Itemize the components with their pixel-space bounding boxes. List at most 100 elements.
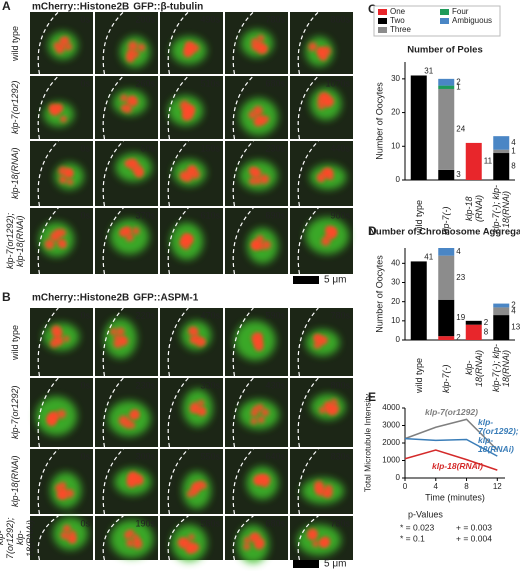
legend-swatch bbox=[440, 18, 449, 24]
cortex-outline bbox=[102, 377, 124, 448]
chromosome bbox=[59, 482, 67, 489]
timestamp: 560s bbox=[200, 518, 220, 528]
y-tick-label: 1000 bbox=[382, 456, 400, 465]
bar-segment bbox=[493, 153, 510, 180]
bar-segment bbox=[438, 255, 455, 300]
chromosome bbox=[184, 44, 194, 55]
bar-segment bbox=[410, 261, 427, 340]
data-label: 2 bbox=[456, 77, 461, 86]
chromosome bbox=[322, 97, 332, 108]
x-tick-label: klp-7(-); klp-18(RNAi) bbox=[491, 185, 512, 234]
legend-swatch bbox=[378, 18, 387, 24]
y-tick-label: 20 bbox=[391, 297, 400, 306]
title-red: mCherry::Histone2B bbox=[32, 2, 129, 13]
timestamp: 640s bbox=[265, 451, 285, 461]
legend-swatch bbox=[378, 9, 387, 15]
timestamp: 0s bbox=[80, 143, 90, 153]
chromosome bbox=[57, 238, 66, 248]
chromosome bbox=[132, 227, 140, 235]
cortex-outline bbox=[297, 207, 319, 275]
data-label: 4 bbox=[511, 306, 516, 315]
data-label: 13 bbox=[511, 323, 520, 332]
bar-segment bbox=[438, 248, 455, 256]
bar-segment bbox=[493, 315, 510, 340]
cortex-outline bbox=[167, 207, 189, 275]
y-tick-label: 30 bbox=[391, 278, 400, 287]
timestamp: 300s bbox=[135, 451, 155, 461]
data-label: 41 bbox=[424, 253, 433, 262]
cortex-outline bbox=[37, 140, 59, 207]
chromosome bbox=[329, 403, 340, 414]
chromosome bbox=[129, 422, 136, 429]
y-tick-label: 40 bbox=[391, 258, 400, 267]
timestamp: 220s bbox=[135, 310, 155, 320]
timestamp: 230s bbox=[265, 143, 285, 153]
legend-swatch bbox=[440, 9, 449, 15]
data-label: 2 bbox=[484, 318, 489, 327]
chromosome bbox=[243, 536, 251, 544]
timestamp: 780s bbox=[265, 14, 285, 24]
title-green: GFP::β-tubulin bbox=[133, 2, 203, 13]
timestamp: 0s bbox=[80, 78, 90, 88]
chromosome bbox=[128, 95, 136, 104]
chromosome bbox=[47, 415, 57, 425]
line-series bbox=[404, 449, 498, 471]
micrograph bbox=[290, 207, 353, 275]
chromosome bbox=[251, 240, 260, 250]
chromosome bbox=[254, 338, 261, 345]
chromosome bbox=[125, 233, 134, 242]
micrograph bbox=[30, 75, 93, 140]
chromosome bbox=[65, 489, 75, 498]
chromosome bbox=[255, 235, 264, 244]
cortex-outline bbox=[167, 448, 189, 515]
timestamp: 1070s bbox=[325, 78, 350, 88]
micrograph bbox=[290, 515, 353, 561]
series-label: klp-7(or1292) bbox=[425, 407, 478, 417]
timestamp: 860s bbox=[330, 14, 350, 24]
micrograph bbox=[225, 448, 288, 515]
bar-segment bbox=[410, 75, 427, 180]
chromosome bbox=[320, 540, 329, 548]
timestamp: 680s bbox=[265, 78, 285, 88]
chromosome bbox=[256, 404, 264, 411]
chromosome bbox=[51, 325, 61, 335]
cortex-outline bbox=[37, 307, 59, 377]
cortex-outline bbox=[232, 207, 254, 275]
chromosome bbox=[251, 41, 261, 51]
micrograph bbox=[225, 377, 288, 448]
cortex-outline bbox=[102, 307, 124, 377]
chromosome bbox=[58, 166, 68, 176]
y-tick-label: 0 bbox=[396, 175, 401, 184]
chromosome bbox=[53, 42, 61, 49]
row-label: klp-18(RNAi) bbox=[10, 147, 20, 200]
legend-swatch bbox=[378, 27, 387, 33]
title-green: GFP::ASPM-1 bbox=[133, 293, 198, 304]
x-tick-label: 12 bbox=[493, 482, 502, 491]
y-tick-label: 30 bbox=[391, 74, 400, 83]
row-label: wild type bbox=[10, 324, 20, 360]
y-tick-label: 0 bbox=[396, 473, 401, 482]
chromosome bbox=[199, 338, 206, 345]
legend-label: One bbox=[390, 7, 406, 16]
chromosome bbox=[124, 160, 132, 167]
chromosome bbox=[56, 338, 63, 345]
chromosome bbox=[56, 491, 65, 500]
x-tick-label: wild type bbox=[413, 357, 424, 393]
chromosome bbox=[325, 226, 333, 234]
bar-segment bbox=[465, 142, 482, 180]
timestamp: 780s bbox=[330, 518, 350, 528]
gfp-signal bbox=[108, 400, 151, 437]
chromosome bbox=[57, 409, 66, 419]
timestamp: 550s bbox=[200, 451, 220, 461]
data-label: 4 bbox=[511, 138, 516, 147]
chromosome bbox=[319, 336, 328, 345]
chromosome bbox=[128, 41, 138, 51]
chromosome bbox=[50, 106, 57, 113]
micrograph bbox=[160, 307, 223, 377]
chromosome bbox=[257, 416, 265, 424]
timestamp: 690s bbox=[265, 210, 285, 220]
chromosome bbox=[183, 109, 194, 120]
cortex-outline bbox=[167, 515, 189, 561]
timestamp: 330s bbox=[200, 380, 220, 390]
p-value: + = 0.003 bbox=[456, 522, 492, 532]
